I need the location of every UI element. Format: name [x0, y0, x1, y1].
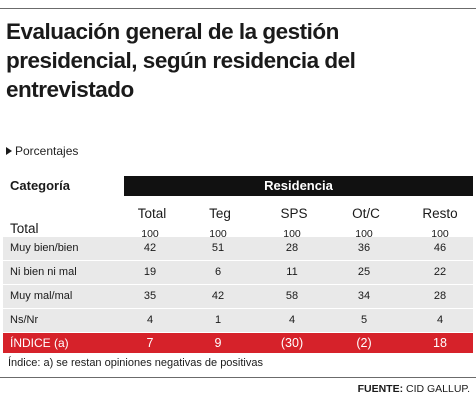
footnote: Índice: a) se restan opiniones negativas… [8, 357, 263, 369]
source-value: CID GALLUP. [406, 383, 470, 395]
bottom-rule [0, 377, 476, 378]
index-cell: 7 [146, 336, 154, 350]
table-cell: 42 [143, 242, 157, 254]
table-cell: 28 [285, 242, 299, 254]
units-note: Porcentajes [6, 144, 78, 158]
column-header-total: Total [137, 206, 167, 221]
row-label: Muy bien/bien [10, 242, 79, 254]
table-cell: 5 [360, 314, 368, 326]
column-header-teg: Teg [209, 206, 231, 221]
table-cell: 6 [214, 266, 222, 278]
table-cell: 51 [211, 242, 225, 254]
index-row-label: ÍNDICE (a) [10, 336, 69, 350]
row-label: Ni bien ni mal [10, 266, 77, 278]
table-cell: 22 [433, 266, 447, 278]
column-header-resto: Resto [422, 206, 458, 221]
residence-header-band: Residencia [124, 176, 473, 196]
source-credit: FUENTE: CID GALLUP. [358, 383, 470, 395]
column-header-otc: Ot/C [352, 206, 380, 221]
residence-header-text: Residencia [264, 178, 333, 193]
table-cell: 28 [433, 290, 447, 302]
units-note-text: Porcentajes [15, 144, 79, 158]
column-header-sps: SPS [280, 206, 308, 221]
table-cell: 11 [286, 266, 298, 278]
index-cell: (2) [356, 336, 372, 350]
table-cell: 35 [143, 290, 157, 302]
chart-title: Evaluación general de la gestión preside… [6, 19, 356, 102]
index-cell: 9 [214, 336, 222, 350]
index-cell: 18 [433, 336, 447, 350]
table-cell: 36 [357, 242, 371, 254]
index-cell: (30) [280, 336, 304, 350]
top-rule [0, 8, 476, 9]
table-cell: 34 [357, 290, 371, 302]
table-row: Muy bien/bien 42 51 28 36 46 [3, 237, 473, 260]
category-header: Categoría [10, 178, 70, 193]
source-label: FUENTE: [357, 383, 404, 395]
table-row: Ns/Nr 4 1 4 5 4 [3, 309, 473, 332]
table-row: Muy mal/mal 35 42 58 34 28 [3, 285, 473, 308]
table-row: Ni bien ni mal 19 6 11 25 22 [3, 261, 473, 284]
row-label: Ns/Nr [10, 314, 39, 326]
table-cell: 25 [357, 266, 371, 278]
table-cell: 46 [433, 242, 447, 254]
index-row: ÍNDICE (a) 7 9 (30) (2) 18 [3, 333, 473, 353]
table-cell: 4 [288, 314, 296, 326]
table-cell: 19 [143, 266, 157, 278]
row-label: Muy mal/mal [10, 290, 73, 302]
triangle-bullet-icon [6, 147, 12, 155]
total-label: Total [10, 221, 39, 236]
table-cell: 58 [285, 290, 299, 302]
table-cell: 4 [436, 314, 444, 326]
table-cell: 1 [214, 314, 222, 326]
table-cell: 42 [211, 290, 225, 302]
table-cell: 4 [146, 314, 154, 326]
